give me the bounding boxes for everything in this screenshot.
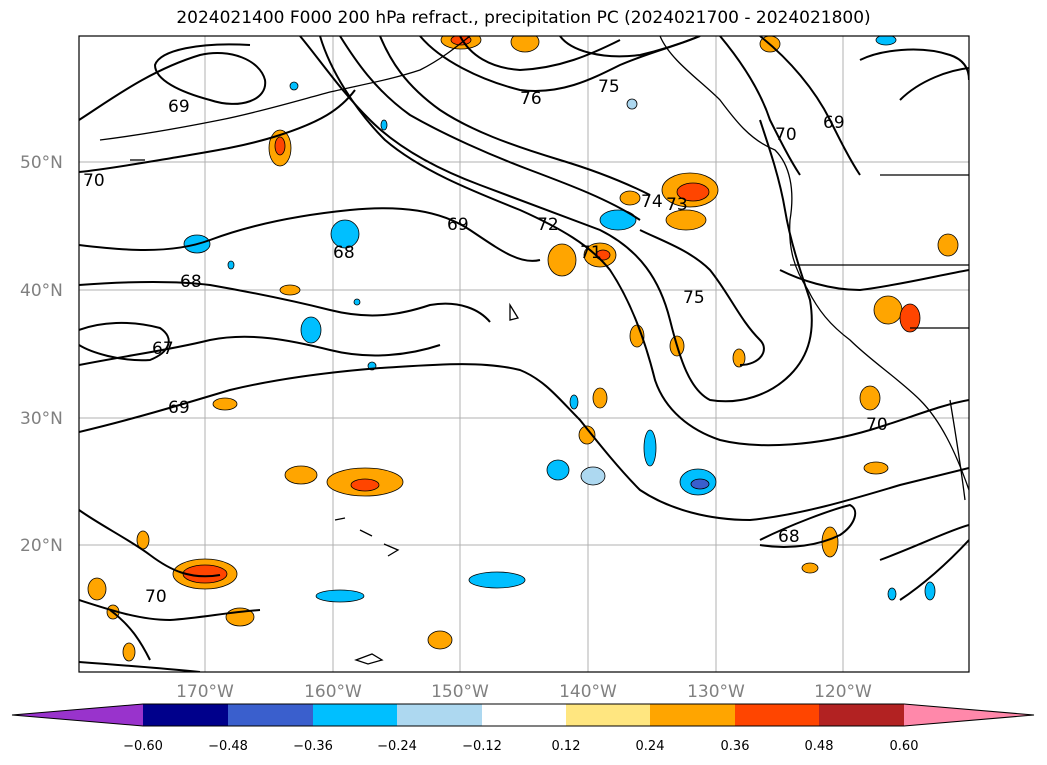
contour-labels: 69 70 68 67 69 76 75 69 72 74 73 71 75 7…	[83, 77, 888, 607]
map-title: 2024021400 F000 200 hPa refract., precip…	[176, 8, 871, 28]
colorbar-segment	[735, 704, 819, 726]
contour-label: 72	[537, 215, 559, 235]
colorbar-segment	[313, 704, 397, 726]
colorbar-segment	[819, 704, 904, 726]
contour-label: 75	[683, 288, 705, 308]
colorbar-segment	[566, 704, 650, 726]
lon-label-140w: 140°W	[559, 682, 617, 702]
contour-label: 70	[145, 587, 167, 607]
lat-label-30n: 30°N	[20, 409, 63, 429]
colorbar-tick: −0.60	[123, 739, 163, 754]
contour-label: 73	[666, 195, 688, 215]
contour-label: 69	[447, 215, 469, 235]
colorbar-segment	[482, 704, 566, 726]
coastlines	[99, 36, 969, 665]
contour-label: 76	[520, 89, 542, 109]
lon-label-150w: 150°W	[431, 682, 489, 702]
contour-label: 75	[598, 77, 620, 97]
longitude-labels: 170°W 160°W 150°W 140°W 130°W 120°W	[176, 682, 872, 702]
contour-label: 69	[168, 97, 190, 117]
colorbar-segments	[11, 703, 1035, 727]
colorbar-ticks: −0.60 −0.48 −0.36 −0.24 −0.12 0.12 0.24 …	[123, 739, 918, 754]
contour-label: 68	[778, 527, 800, 547]
colorbar-extend-left	[12, 704, 143, 726]
contour-label: 68	[180, 272, 202, 292]
contour-label: 67	[152, 339, 174, 359]
lat-label-50n: 50°N	[20, 153, 63, 173]
colorbar-tick: −0.48	[208, 739, 248, 754]
colorbar-segment	[650, 704, 735, 726]
lat-label-40n: 40°N	[20, 281, 63, 301]
graticule	[79, 36, 969, 672]
colorbar-tick: 0.24	[636, 739, 665, 754]
contour-label: 68	[333, 243, 355, 263]
contour-label: 74	[641, 192, 663, 212]
colorbar-tick: 0.36	[721, 739, 750, 754]
colorbar-outline	[11, 703, 1035, 727]
colorbar-tick: −0.24	[377, 739, 417, 754]
contour-label: 69	[168, 398, 190, 418]
contour-label: 69	[823, 113, 845, 133]
contour-label: 70	[83, 171, 105, 191]
colorbar-segment	[143, 704, 228, 726]
colorbar-tick: 0.12	[552, 739, 581, 754]
lat-label-20n: 20°N	[20, 536, 63, 556]
colorbar-segment	[228, 704, 313, 726]
colorbar-tick: −0.12	[462, 739, 502, 754]
lon-label-130w: 130°W	[687, 682, 745, 702]
contour-label: 71	[580, 243, 602, 263]
lon-label-170w: 170°W	[176, 682, 234, 702]
colorbar-segment	[397, 704, 482, 726]
plot-area: 69 70 68 67 69 76 75 69 72 74 73 71 75 7…	[78, 35, 970, 673]
colorbar-extend-right	[904, 704, 1034, 726]
lon-label-120w: 120°W	[814, 682, 872, 702]
colorbar-tick: 0.48	[805, 739, 834, 754]
latitude-labels: 50°N 40°N 30°N 20°N	[20, 153, 63, 556]
colorbar: −0.60 −0.48 −0.36 −0.24 −0.12 0.12 0.24 …	[11, 703, 1035, 754]
colorbar-tick: 0.60	[890, 739, 919, 754]
lon-label-160w: 160°W	[304, 682, 362, 702]
contour-label: 70	[866, 415, 888, 435]
contour-label: 70	[775, 125, 797, 145]
refractivity-contours	[79, 36, 969, 672]
colorbar-tick: −0.36	[293, 739, 333, 754]
